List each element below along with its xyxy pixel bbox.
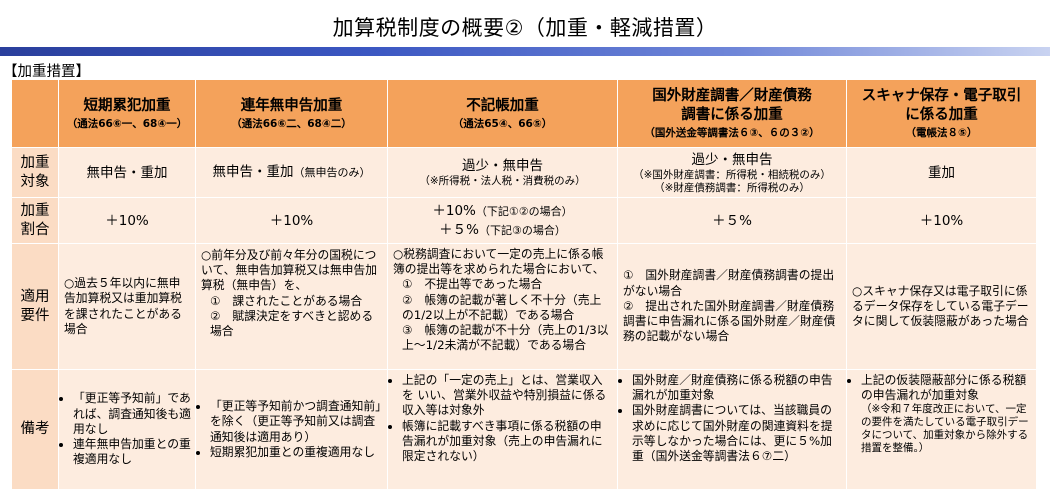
note-item: 上記の「一定の売上」とは、営業収入を いい、営業外収益や特別損益に係る収入等は対… (402, 373, 613, 419)
col-title: 不記帳加重 (466, 97, 539, 114)
cell-target-1: 無申告・重加 (58, 147, 196, 198)
cell-notes-2: 「更正等予知前かつ調査通知前」を除く（更正等予知前又は調査通知後は適用あり） 短… (195, 369, 388, 490)
cell-notes-4: 国外財産／財産債務に係る税額の申告漏れが加重対象 国外財産調書については、当該職… (617, 369, 847, 490)
col-title: スキャナ保存・電子取引に係る加重 (861, 88, 1022, 123)
value: ＋10% (432, 202, 476, 219)
note-item: 国外財産／財産債務に係る税額の申告漏れが加重対象 (632, 373, 842, 403)
req-item: ① 課されたことがある場合 (210, 293, 363, 308)
note-item: 連年無申告加重との重複適用なし (73, 437, 191, 467)
req-item: ② 賦課決定をすべきと認める場合 (210, 308, 374, 339)
col-header-consecutive: 連年無申告加重 （通法66⑥二、68④二） (195, 79, 388, 148)
header-corner (11, 79, 59, 148)
note: （※国外財産調書：所得税・相続税のみ） (633, 168, 831, 181)
note: （無申告のみ） (293, 166, 371, 179)
col-header-scanner: スキャナ保存・電子取引に係る加重 （電帳法８⑤） (846, 79, 1037, 148)
cell-notes-3: 上記の「一定の売上」とは、営業収入を いい、営業外収益や特別損益に係る収入等は対… (387, 369, 618, 490)
req-intro: ○前年分及び前々年分の国税について、無申告加算税又は無申告加算税（無申告）を、 (201, 248, 378, 293)
cell-notes-5: 上記の仮装隠蔽部分に係る税額の申告漏れが加重対象 （※令和７年度改正において、一… (846, 369, 1037, 490)
value: 過少・無申告 (691, 151, 773, 168)
cell-req-1: ○過去５年以内に無申告加算税又は重加算税を課されたことがある場合 (58, 243, 196, 370)
value: 無申告・重加 (212, 164, 294, 180)
note-item: 上記の仮装隠蔽部分に係る税額の申告漏れが加重対象 (861, 373, 1032, 403)
cell-req-4: ① 国外財産調書／財産債務調書の提出がない場合 ② 提出された国外財産調書／財産… (617, 243, 847, 370)
value: ＋５% (439, 221, 479, 238)
req-intro: ○税務調査において一定の売上に係る帳簿の提出等を求められた場合において、 (393, 247, 605, 277)
row-target: 加重対象 無申告・重加 無申告・重加（無申告のみ） 過少・無申告 （※所得税・法… (11, 147, 1037, 198)
col-law: （通法65④、66⑤） (452, 117, 553, 130)
req-item: ① 国外財産調書／財産債務調書の提出がない場合 (623, 268, 835, 298)
cell-rate-5: ＋10% (846, 197, 1037, 244)
row-rate: 加重割合 ＋10% ＋10% ＋10%（下記①②の場合） ＋５%（下記③の場合）… (11, 197, 1037, 244)
note: （※財産債務調書：所得税のみ） (654, 181, 810, 194)
value: 過少・無申告 (462, 158, 543, 174)
req-text: ○スキャナ保存又は電子取引に係るデータ保存をしている電子データに関して仮装隠蔽が… (852, 283, 1029, 329)
col-title: 国外財産調書／財産債務調書に係る加重 (652, 88, 812, 123)
col-header-foreign-assets: 国外財産調書／財産債務調書に係る加重 （国外送金等調書法６③、６の３②） (617, 79, 847, 148)
cell-rate-4: ＋５% (617, 197, 847, 244)
cell-req-5: ○スキャナ保存又は電子取引に係るデータ保存をしている電子データに関して仮装隠蔽が… (846, 243, 1037, 370)
row-header-rate: 加重割合 (11, 197, 59, 244)
note-small: （※令和７年度改正において、一定の要件を満たしている電子取引データについて、加重… (861, 403, 1029, 455)
row-requirements: 適用要件 ○過去５年以内に無申告加算税又は重加算税を課されたことがある場合 ○前… (11, 243, 1037, 370)
col-header-no-bookkeeping: 不記帳加重 （通法65④、66⑤） (387, 79, 618, 148)
note-item: 国外財産調書については、当該職員の求めに応じて国外財産の関連資料を提示等しなかっ… (632, 403, 842, 464)
row-header-target: 加重対象 (11, 147, 59, 198)
row-notes: 備考 「更正等予知前」であれば、調査通知後も適用なし 連年無申告加重との重複適用… (11, 369, 1037, 490)
row-header-notes: 備考 (11, 369, 59, 490)
surcharge-table: 短期累犯加重 （通法66⑥一、68④一） 連年無申告加重 （通法66⑥二、68④… (11, 79, 1037, 490)
note-item: 「更正等予知前かつ調査通知前」を除く（更正等予知前又は調査通知後は適用あり） (210, 399, 383, 445)
col-law: （電帳法８⑤） (905, 127, 978, 139)
cell-rate-3: ＋10%（下記①②の場合） ＋５%（下記③の場合） (387, 197, 618, 244)
note: （下記③の場合） (478, 223, 566, 237)
cell-target-4: 過少・無申告 （※国外財産調書：所得税・相続税のみ） （※財産債務調書：所得税の… (617, 147, 847, 198)
cell-req-3: ○税務調査において一定の売上に係る帳簿の提出等を求められた場合において、 ① 不… (387, 243, 618, 370)
req-item: ① 不提出等であった場合 (402, 277, 543, 292)
cell-notes-1: 「更正等予知前」であれば、調査通知後も適用なし 連年無申告加重との重複適用なし (58, 369, 196, 490)
cell-rate-1: ＋10% (58, 197, 196, 244)
section-heading: 【加重措置】 (3, 64, 90, 80)
req-item: ② 提出された国外財産調書／財産債務調書に申告漏れに係る国外財産／財産債務の記載… (623, 298, 836, 344)
note: （下記①②の場合） (475, 204, 573, 218)
cell-target-3: 過少・無申告 （※所得税・法人税・消費税のみ） (387, 147, 618, 198)
header-row: 短期累犯加重 （通法66⑥一、68④一） 連年無申告加重 （通法66⑥二、68④… (11, 79, 1037, 148)
note-item: 帳簿に記載すべき事項に係る税額の申告漏れが加重対象（売上の申告漏れに限定されない… (402, 419, 613, 465)
row-header-requirements: 適用要件 (11, 243, 59, 370)
note-item: 短期累犯加重との重複適用なし (210, 445, 383, 460)
col-title: 連年無申告加重 (240, 97, 343, 114)
req-text: ○過去５年以内に無申告加算税又は重加算税を課されたことがある場合 (64, 276, 182, 336)
page-title: 加算税制度の概要②（加重・軽減措置） (332, 16, 718, 40)
note: （※所得税・法人税・消費税のみ） (419, 175, 586, 187)
col-law: （通法66⑥二、68④二） (231, 117, 352, 130)
cell-target-5: 重加 (846, 147, 1037, 198)
req-item: ③ 帳簿の記載が不十分（売上の1/3以上～1/2未満が不記載）である場合 (402, 323, 609, 353)
cell-req-2: ○前年分及び前々年分の国税について、無申告加算税又は無申告加算税（無申告）を、 … (195, 243, 388, 370)
col-law: （国外送金等調書法６③、６の３②） (644, 127, 820, 139)
col-title: 短期累犯加重 (83, 97, 171, 114)
title-underline-bar (0, 47, 1050, 56)
note-item: 「更正等予知前」であれば、調査通知後も適用なし (73, 391, 191, 437)
cell-rate-2: ＋10% (195, 197, 388, 244)
req-item: ② 帳簿の記載が著しく不十分（売上の1/2以上が不記載）である場合 (402, 292, 602, 322)
col-law: （通法66⑥一、68④一） (66, 117, 188, 130)
cell-target-2: 無申告・重加（無申告のみ） (195, 147, 388, 198)
col-header-short-term: 短期累犯加重 （通法66⑥一、68④一） (58, 79, 196, 148)
